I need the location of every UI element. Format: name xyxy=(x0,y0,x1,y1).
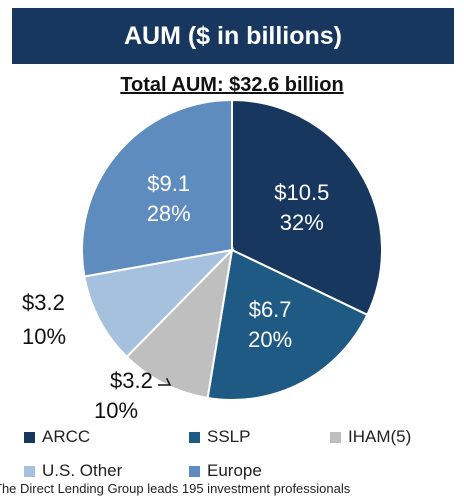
legend-label-us-other: U.S. Other xyxy=(42,461,123,480)
chart-header: AUM ($ in billions) xyxy=(12,8,454,64)
legend-label-iham: IHAM(5) xyxy=(348,427,412,446)
leader-line-iham xyxy=(158,378,172,386)
legend-label-sslp: SSLP xyxy=(207,427,251,446)
slice-value-label-us-other: $3.2 xyxy=(22,290,65,315)
legend-swatch-us-other xyxy=(24,465,35,477)
slice-value-label-europe: $9.1 xyxy=(147,171,190,196)
legend-swatch-arcc xyxy=(24,431,35,443)
legend-item-us-other: U.S. Other xyxy=(24,461,122,481)
slice-percent-label-sslp: 20% xyxy=(248,327,292,352)
slice-value-label-iham: $3.2 xyxy=(110,368,153,393)
legend-item-iham: IHAM(5) xyxy=(330,427,411,447)
legend-label-arcc: ARCC xyxy=(42,427,91,446)
legend-item-europe: Europe xyxy=(189,461,262,481)
legend-swatch-iham xyxy=(330,431,341,443)
legend-swatch-sslp xyxy=(189,431,200,443)
pie-slice-sslp xyxy=(206,248,369,401)
slice-percent-label-arcc: 32% xyxy=(280,210,324,235)
pie-slice-iham xyxy=(125,247,234,400)
total-aum-title: Total AUM: $32.6 billion xyxy=(120,74,344,96)
legend-label-europe: Europe xyxy=(207,461,262,480)
slice-value-label-arcc: $10.5 xyxy=(274,180,329,205)
slice-percent-label-iham: 10% xyxy=(94,398,138,423)
pie-slice-arcc xyxy=(231,98,383,317)
legend-item-arcc: ARCC xyxy=(24,427,90,447)
footnote-text: The Direct Lending Group leads 195 inves… xyxy=(0,481,351,496)
slice-percent-label-us-other: 10% xyxy=(22,324,66,349)
pie-slice-us-other xyxy=(83,248,235,359)
legend-swatch-europe xyxy=(189,465,200,477)
legend-item-sslp: SSLP xyxy=(189,427,250,447)
slice-percent-label-europe: 28% xyxy=(147,201,191,226)
chart-header-title: AUM ($ in billions) xyxy=(123,21,343,50)
slice-value-label-sslp: $6.7 xyxy=(249,297,292,322)
pie-slice-europe xyxy=(81,98,233,278)
